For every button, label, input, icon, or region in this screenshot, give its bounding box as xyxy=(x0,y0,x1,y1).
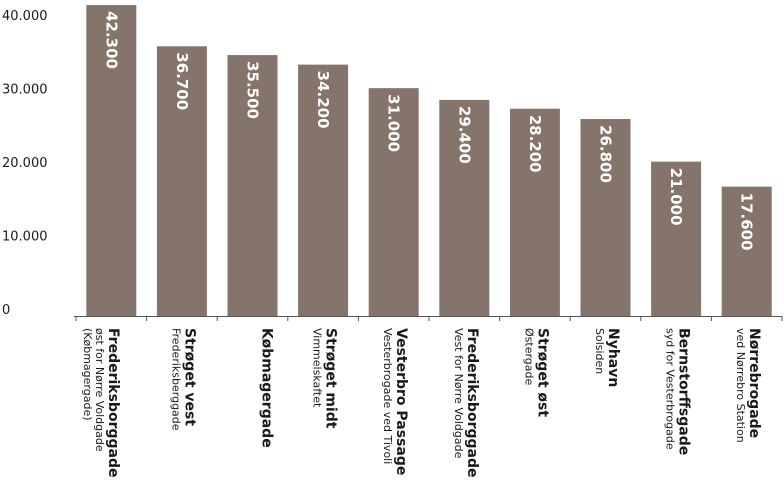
bar-value-label: 42.300 xyxy=(102,11,120,69)
bar-value-label: 36.700 xyxy=(173,52,191,110)
bar xyxy=(227,55,278,316)
bar xyxy=(651,161,702,316)
y-axis: 0 10.000 20.000 30.000 40.000 xyxy=(2,9,48,318)
bar-value-label: 17.600 xyxy=(738,193,756,251)
category-sublabel: Vesterbrogade ved Tivoli xyxy=(381,328,394,464)
y-tick-label: 20.000 xyxy=(2,156,48,171)
bar xyxy=(86,5,137,316)
category-label: Frederiksborggade xyxy=(464,328,480,477)
category-sublabel: Vimmelskaftet xyxy=(311,328,324,408)
category-label: Nyhavn xyxy=(605,328,621,387)
category-label: Strøget øst xyxy=(534,328,550,417)
bar xyxy=(509,108,560,316)
x-axis-ticks xyxy=(75,316,783,321)
category-sublabel: Solsiden xyxy=(593,328,606,374)
bar-value-label: 35.500 xyxy=(244,61,262,119)
bar-value-label: 29.400 xyxy=(455,106,473,164)
category-sublabel: (Købmagergade) xyxy=(81,328,94,421)
bar xyxy=(298,64,349,316)
category-label: Vesterbro Passage xyxy=(393,328,409,475)
y-tick-label: 0 xyxy=(2,303,10,318)
category-label: Bernstorffsgade xyxy=(676,328,692,455)
bar-value-label: 21.000 xyxy=(667,168,685,226)
category-label: Købmagergade xyxy=(259,328,275,448)
bar-value-label: 34.200 xyxy=(314,71,332,129)
category-sublabel: Østergade xyxy=(522,328,535,386)
y-tick-label: 30.000 xyxy=(2,83,48,98)
category-sublabel: syd for Vesterbrogade xyxy=(664,328,677,450)
category-sublabel: Vest for Nørre Voldgade xyxy=(452,328,465,459)
category-label: Strøget vest xyxy=(181,328,197,426)
bars: 42.300 36.700 35.500 34.200 31.000 29.400 28.2… xyxy=(86,5,772,317)
bar xyxy=(368,88,419,317)
category-label: Nørrebrogade xyxy=(746,328,762,438)
bar-value-label: 28.200 xyxy=(526,115,544,173)
y-tick-label: 10.000 xyxy=(2,230,48,245)
bar xyxy=(439,99,490,316)
bar-value-label: 26.800 xyxy=(597,125,615,183)
category-label: Frederiksborggade xyxy=(105,328,121,477)
category-sublabel: ved Nørrebro Station xyxy=(734,328,747,443)
bar xyxy=(580,119,631,317)
bar-value-label: 31.000 xyxy=(385,94,403,152)
y-tick-label: 40.000 xyxy=(2,9,48,24)
category-sublabel: øst for Nørre Voldgade xyxy=(93,328,106,452)
bar xyxy=(156,46,207,316)
category-label: Strøget midt xyxy=(323,328,339,429)
category-sublabel: Frederiksberggade xyxy=(169,328,182,431)
bar xyxy=(721,186,772,316)
